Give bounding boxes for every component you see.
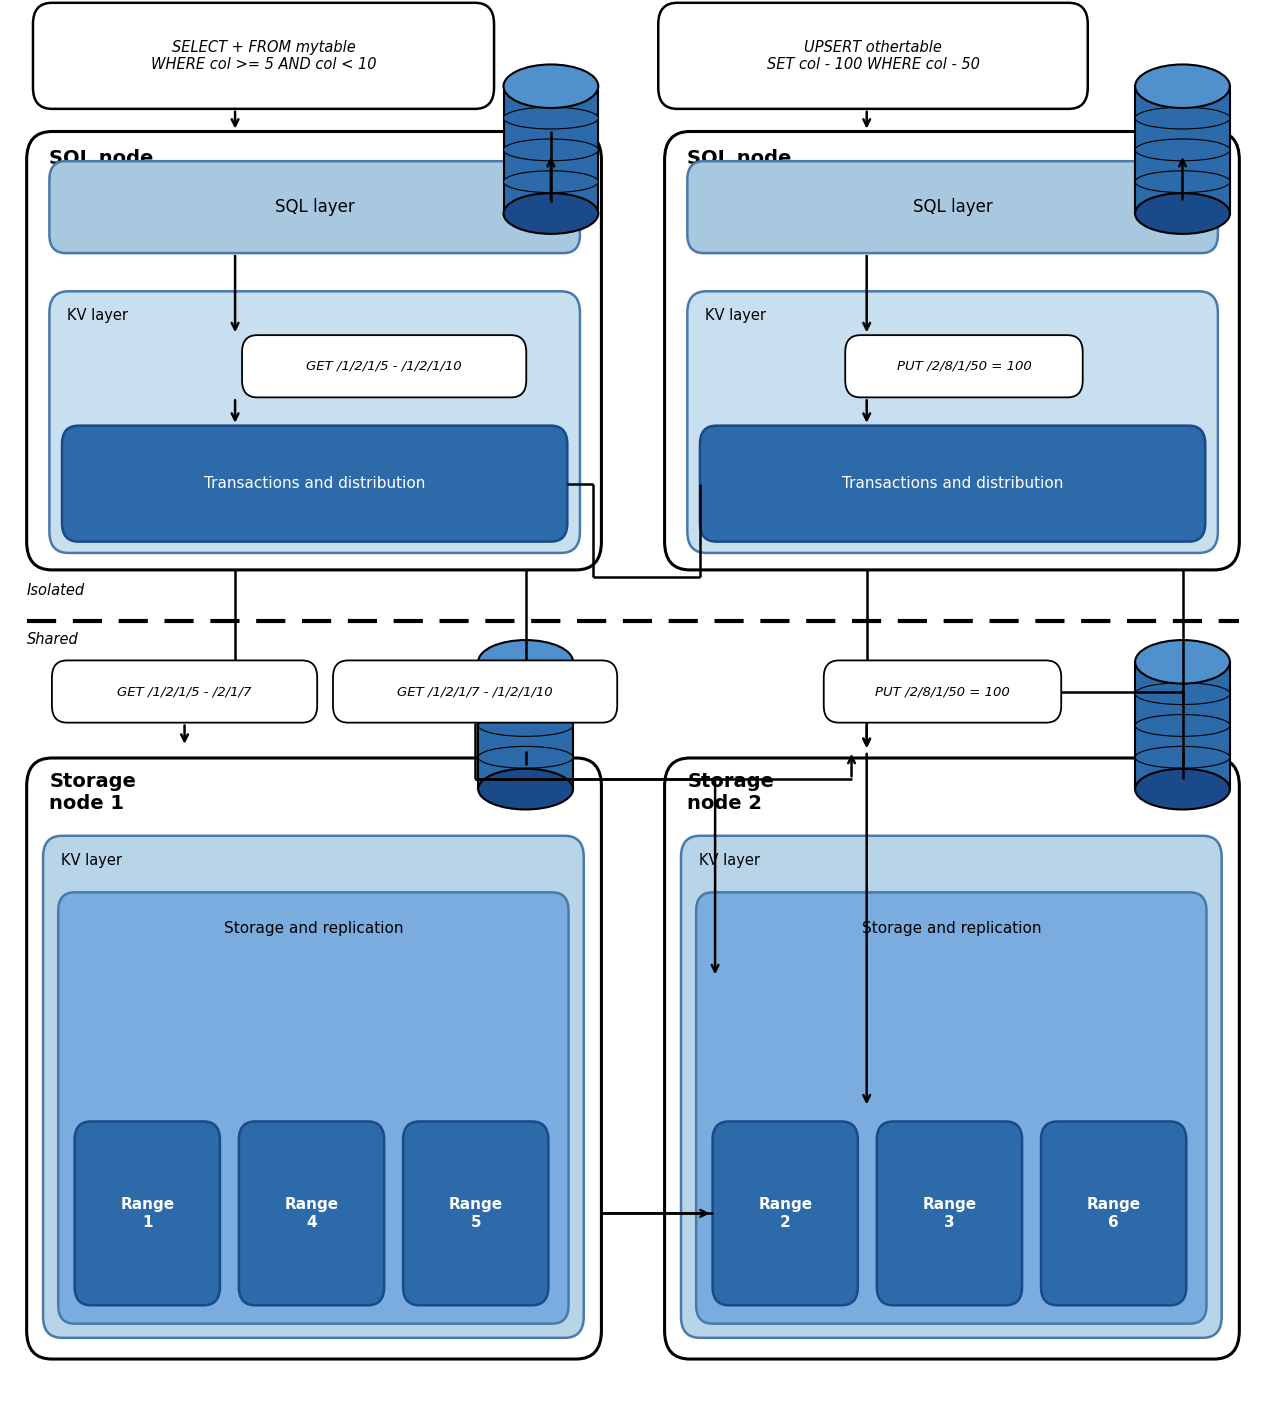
Text: SQL node
(tenant 2): SQL node (tenant 2) (687, 149, 799, 190)
Ellipse shape (504, 171, 599, 193)
Text: Storage and replication: Storage and replication (862, 921, 1041, 935)
Text: SQL node
(tenant 1): SQL node (tenant 1) (49, 149, 161, 190)
FancyBboxPatch shape (49, 292, 580, 553)
Ellipse shape (1136, 640, 1229, 683)
Text: Range
6: Range 6 (1086, 1197, 1141, 1230)
Ellipse shape (504, 193, 599, 234)
Text: Transactions and distribution: Transactions and distribution (204, 476, 425, 492)
FancyBboxPatch shape (687, 292, 1218, 553)
Ellipse shape (1136, 171, 1229, 193)
Ellipse shape (504, 108, 599, 129)
Ellipse shape (1136, 769, 1229, 809)
Ellipse shape (1136, 747, 1229, 768)
Text: KV layer: KV layer (61, 853, 122, 867)
Ellipse shape (479, 747, 573, 768)
Text: KV layer: KV layer (699, 853, 760, 867)
Ellipse shape (1136, 108, 1229, 129)
Text: SQL layer: SQL layer (275, 198, 354, 217)
FancyBboxPatch shape (846, 336, 1082, 397)
Ellipse shape (1136, 714, 1229, 737)
FancyBboxPatch shape (1041, 1121, 1186, 1305)
Text: UPSERT othertable
SET col - 100 WHERE col - 50: UPSERT othertable SET col - 100 WHERE co… (767, 40, 980, 72)
Ellipse shape (1136, 139, 1229, 160)
Bar (504, 86, 599, 214)
Bar (479, 662, 573, 789)
FancyBboxPatch shape (27, 758, 601, 1359)
FancyBboxPatch shape (681, 836, 1222, 1338)
Text: Range
5: Range 5 (448, 1197, 503, 1230)
FancyBboxPatch shape (239, 1121, 384, 1305)
Text: Isolated: Isolated (27, 584, 85, 598)
FancyBboxPatch shape (700, 425, 1205, 541)
Text: Range
3: Range 3 (923, 1197, 976, 1230)
Text: Storage
node 2: Storage node 2 (687, 772, 775, 813)
Ellipse shape (479, 640, 573, 683)
FancyBboxPatch shape (242, 336, 527, 397)
Ellipse shape (479, 769, 573, 809)
Text: KV layer: KV layer (705, 309, 766, 323)
FancyBboxPatch shape (696, 893, 1206, 1323)
Text: KV layer: KV layer (67, 309, 128, 323)
FancyBboxPatch shape (49, 162, 580, 254)
FancyBboxPatch shape (333, 660, 618, 723)
Ellipse shape (479, 714, 573, 737)
Text: PUT /2/8/1/50 = 100: PUT /2/8/1/50 = 100 (875, 684, 1010, 699)
FancyBboxPatch shape (75, 1121, 220, 1305)
FancyBboxPatch shape (877, 1121, 1022, 1305)
FancyBboxPatch shape (43, 836, 584, 1338)
Ellipse shape (504, 139, 599, 160)
Ellipse shape (1136, 193, 1229, 234)
FancyBboxPatch shape (713, 1121, 858, 1305)
Text: Range
2: Range 2 (758, 1197, 813, 1230)
FancyBboxPatch shape (27, 132, 601, 570)
Text: Storage and replication: Storage and replication (224, 921, 403, 935)
Text: SQL layer: SQL layer (913, 198, 993, 217)
Text: Storage
node 1: Storage node 1 (49, 772, 137, 813)
FancyBboxPatch shape (62, 425, 567, 541)
Text: Range
1: Range 1 (120, 1197, 175, 1230)
FancyBboxPatch shape (403, 1121, 548, 1305)
Text: Range
4: Range 4 (285, 1197, 338, 1230)
Text: Transactions and distribution: Transactions and distribution (842, 476, 1063, 492)
FancyBboxPatch shape (52, 660, 318, 723)
Ellipse shape (479, 683, 573, 704)
Bar (1136, 86, 1229, 214)
FancyBboxPatch shape (58, 893, 568, 1323)
Text: Shared: Shared (27, 632, 78, 648)
FancyBboxPatch shape (658, 3, 1087, 109)
FancyBboxPatch shape (33, 3, 494, 109)
FancyBboxPatch shape (824, 660, 1061, 723)
Ellipse shape (504, 64, 599, 108)
Ellipse shape (1136, 64, 1229, 108)
FancyBboxPatch shape (665, 758, 1239, 1359)
Text: GET /1/2/1/7 - /1/2/1/10: GET /1/2/1/7 - /1/2/1/10 (398, 684, 553, 699)
Ellipse shape (1136, 683, 1229, 704)
Text: GET /1/2/1/5 - /1/2/1/10: GET /1/2/1/5 - /1/2/1/10 (306, 360, 462, 373)
Text: GET /1/2/1/5 - /2/1/7: GET /1/2/1/5 - /2/1/7 (118, 684, 252, 699)
Text: PUT /2/8/1/50 = 100: PUT /2/8/1/50 = 100 (896, 360, 1032, 373)
FancyBboxPatch shape (665, 132, 1239, 570)
FancyBboxPatch shape (687, 162, 1218, 254)
Text: SELECT + FROM mytable
WHERE col >= 5 AND col < 10: SELECT + FROM mytable WHERE col >= 5 AND… (151, 40, 376, 72)
Bar (1136, 662, 1229, 789)
